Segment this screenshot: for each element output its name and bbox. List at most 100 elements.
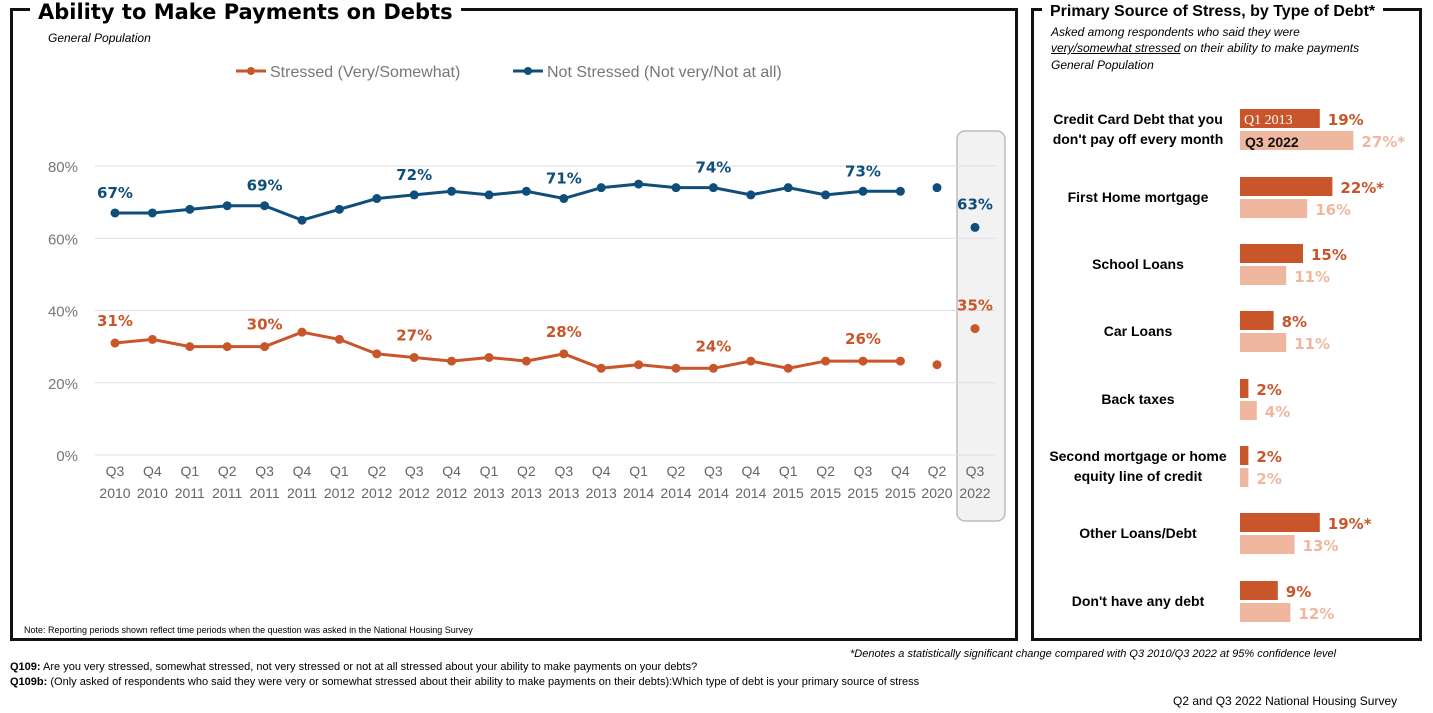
data-point	[409, 352, 419, 362]
data-point	[260, 201, 270, 211]
data-label: 30%	[247, 316, 283, 334]
x-tick-label: Q2	[367, 463, 386, 479]
x-tick-label: 2013	[548, 485, 579, 501]
x-tick-label: Q4	[891, 463, 910, 479]
chart-note: Note: Reporting periods shown reflect ti…	[24, 625, 473, 635]
series-label-q1-2013: Q1 2013	[1244, 113, 1293, 128]
bar-chart-subtitle-2: very/somewhat stressed on their ability …	[1051, 41, 1359, 55]
category-label: Other Loans/Debt	[1079, 525, 1197, 541]
category-label: Second mortgage or home equity line of c…	[1049, 448, 1227, 484]
bar-value-label: 22%*	[1340, 179, 1384, 197]
data-point	[821, 356, 831, 366]
category-label: Don't have any debt	[1071, 593, 1205, 609]
data-label: 72%	[396, 166, 432, 184]
data-point	[858, 356, 868, 366]
x-tick-label: Q3	[704, 463, 723, 479]
x-tick-label: Q3	[554, 463, 573, 479]
line-chart-title: Ability to Make Payments on Debts	[30, 0, 461, 24]
data-label: 73%	[845, 162, 881, 180]
x-tick-label: Q3	[854, 463, 873, 479]
data-label: 26%	[845, 330, 881, 348]
significance-note: *Denotes a statistically significant cha…	[850, 648, 1337, 660]
bar-value-label: 2%	[1256, 470, 1281, 488]
x-tick-label: Q4	[592, 463, 611, 479]
data-point	[746, 356, 756, 366]
q109b-text: (Only asked of respondents who said they…	[47, 676, 920, 688]
category-label: Back taxes	[1101, 391, 1175, 407]
x-tick-label: Q3	[405, 463, 424, 479]
bar-chart-subtitle: Asked among respondents who said they we…	[1051, 25, 1300, 39]
legend-label: Stressed (Very/Somewhat)	[270, 64, 460, 81]
category-label: School Loans	[1092, 256, 1184, 272]
series-label-q3-2022: Q3 2022	[1245, 134, 1299, 150]
bar-value-label: 11%	[1294, 335, 1330, 353]
data-point	[559, 194, 569, 204]
data-label: 35%	[957, 297, 993, 315]
bar-q1-2013	[1240, 446, 1249, 465]
bar-value-label: 8%	[1282, 313, 1307, 331]
data-point	[222, 342, 232, 352]
q109-label: Q109:	[10, 661, 41, 673]
y-tick-label: 80%	[48, 159, 78, 176]
data-point	[821, 190, 831, 200]
bar-q3-2022	[1240, 535, 1295, 554]
underlined-text: very/somewhat stressed	[1051, 41, 1181, 55]
category-label: First Home mortgage	[1067, 189, 1209, 205]
series-line	[115, 182, 901, 222]
x-tick-label: Q4	[293, 463, 312, 479]
data-label: 28%	[546, 323, 582, 341]
x-tick-label: 2010	[99, 485, 130, 501]
data-point	[297, 215, 307, 225]
data-label: 71%	[546, 170, 582, 188]
data-point	[147, 208, 157, 218]
data-point	[110, 338, 120, 348]
data-point	[970, 222, 980, 232]
data-label: 67%	[97, 184, 133, 202]
data-point	[634, 360, 644, 370]
bar-value-label: 15%	[1311, 246, 1347, 264]
data-point	[334, 334, 344, 344]
data-point	[484, 190, 494, 200]
x-tick-label: 2012	[399, 485, 430, 501]
legend-marker	[524, 67, 532, 75]
x-tick-label: Q4	[442, 463, 461, 479]
x-tick-label: 2013	[473, 485, 504, 501]
data-point	[447, 356, 457, 366]
bar-q3-2022	[1240, 401, 1257, 420]
data-point	[110, 208, 120, 218]
bar-value-label: 11%	[1294, 268, 1330, 286]
data-point	[783, 183, 793, 193]
data-point	[409, 190, 419, 200]
x-tick-label: 2011	[212, 485, 242, 501]
bar-value-label: 19%	[1328, 111, 1364, 129]
x-tick-label: 2014	[735, 485, 766, 501]
source-label: Q2 and Q3 2022 National Housing Survey	[1173, 694, 1398, 708]
data-label: 24%	[695, 337, 731, 355]
x-tick-label: 2014	[698, 485, 729, 501]
data-point	[484, 352, 494, 362]
x-tick-label: 2015	[810, 485, 841, 501]
data-label: 63%	[957, 195, 993, 213]
data-point	[297, 327, 307, 337]
data-point	[858, 186, 868, 196]
data-point	[521, 356, 531, 366]
bar-q1-2013	[1240, 379, 1249, 398]
data-point	[596, 183, 606, 193]
x-tick-label: Q3	[966, 463, 985, 479]
data-point	[372, 349, 382, 359]
bar-value-label: 12%	[1298, 605, 1334, 623]
q109b-label: Q109b:	[10, 676, 48, 688]
bar-q3-2022	[1240, 199, 1308, 218]
series-line	[114, 330, 901, 370]
bar-value-label: 27%*	[1361, 133, 1405, 151]
bar-chart-population: General Population	[1051, 58, 1154, 72]
x-tick-label: 2011	[287, 485, 317, 501]
x-tick-label: 2013	[586, 485, 617, 501]
x-tick-label: Q3	[106, 463, 125, 479]
data-point	[634, 179, 644, 189]
x-tick-label: Q4	[741, 463, 760, 479]
bar-q1-2013	[1240, 513, 1320, 532]
data-point	[671, 363, 681, 373]
x-tick-label: 2012	[324, 485, 355, 501]
x-tick-label: 2014	[623, 485, 654, 501]
